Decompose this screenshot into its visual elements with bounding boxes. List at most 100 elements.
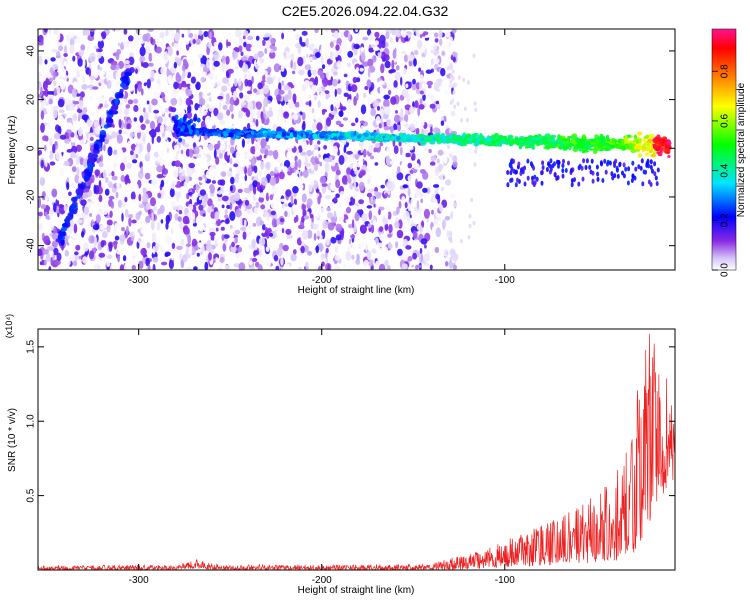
spectrogram-cell — [265, 161, 270, 171]
spectrogram-cell — [98, 180, 102, 189]
spectrogram-cell — [204, 87, 211, 94]
spectrogram-cell — [238, 132, 245, 136]
spectrogram-cell — [215, 227, 219, 232]
spectrogram-cell — [533, 180, 537, 186]
spectrogram-cell — [265, 246, 270, 252]
spectrogram-cell — [114, 235, 120, 241]
spectrogram-cell — [49, 208, 54, 216]
spectrogram-cell — [403, 210, 410, 220]
spectrogram-cell — [235, 208, 242, 218]
spectrogram-cell — [220, 171, 226, 177]
spectrogram-cell — [216, 236, 220, 244]
spectrogram-cell — [93, 184, 97, 194]
spectrogram-cell — [38, 172, 42, 178]
spectrogram-cell — [163, 193, 168, 202]
spectrogram-cell — [441, 116, 445, 121]
spectrogram-cell — [294, 160, 298, 170]
spectrogram-cell — [190, 76, 196, 84]
spectrogram-cell — [347, 246, 351, 251]
spectrogram-cell — [634, 144, 640, 149]
spectrogram-cell — [393, 145, 399, 155]
spectrogram-cell — [385, 155, 391, 166]
spectrogram-cell — [547, 161, 550, 167]
spectrogram-cell — [367, 163, 371, 168]
spectrogram-cell — [589, 169, 593, 175]
spectrogram-cell — [249, 260, 253, 266]
spectrogram-cell — [188, 203, 194, 212]
spectrogram-cell — [208, 252, 212, 261]
spectrogram-cell — [264, 144, 271, 150]
spectrogram-cell — [156, 165, 164, 173]
spectrogram-cell — [150, 197, 156, 207]
spectrogram-cell — [431, 209, 434, 215]
spectrogram-cell — [145, 258, 150, 267]
spectrogram-cell — [157, 149, 165, 157]
spectrogram-cell — [396, 136, 401, 141]
spectrogram-cell — [128, 56, 135, 66]
spectrogram-cell — [282, 244, 289, 252]
spectrogram-cell — [325, 229, 332, 237]
spectrogram-cell — [623, 140, 629, 144]
spectrogram-cell — [72, 81, 78, 89]
spectrogram-cell — [411, 153, 416, 161]
spectrogram-cell — [174, 160, 181, 168]
spectrogram-cell — [448, 135, 453, 139]
spectrogram-cell — [540, 180, 544, 186]
spectrogram-cell — [246, 231, 252, 236]
spectrogram-cell — [51, 240, 58, 248]
spectrogram-cell — [280, 64, 285, 72]
spectrogram-cell — [452, 160, 458, 168]
spectrogram-cell — [383, 98, 390, 109]
spectrogram-cell — [591, 178, 595, 184]
spectrogram-cell — [386, 118, 392, 128]
spectrogram-cell — [293, 114, 299, 121]
spectrogram-cell — [407, 54, 415, 62]
spectrogram-cell — [606, 134, 610, 140]
spectrogram-cell — [80, 149, 86, 158]
spectrogram-cell — [659, 150, 663, 154]
spectrogram-cell — [408, 75, 412, 82]
spectrogram-cell — [240, 101, 247, 106]
spectrogram-cell — [146, 78, 151, 89]
spectrogram-cell — [440, 120, 445, 126]
spectrogram-cell — [626, 134, 631, 138]
spectrogram-cell — [518, 141, 524, 148]
spectrogram-cell — [171, 201, 176, 208]
spectrogram-cell — [549, 137, 555, 142]
spectrogram-cell — [620, 145, 627, 151]
spectrogram-cell — [491, 140, 496, 143]
spectrogram-cell — [124, 60, 130, 65]
spectrogram-cell — [275, 134, 282, 139]
spectrogram-cell — [187, 105, 192, 114]
spectrogram-cell — [154, 114, 158, 120]
spectrogram-cell — [136, 144, 140, 155]
spectrogram-cell — [324, 157, 330, 163]
spectrogram-cell — [319, 234, 323, 240]
spectrogram-cell — [89, 75, 96, 80]
spectrogram-cell — [447, 164, 451, 173]
spectrogram-cell — [359, 224, 367, 234]
spectrogram-cell — [312, 223, 319, 230]
spectrogram-cell — [368, 34, 374, 42]
spectrogram-cell — [330, 110, 338, 115]
spectrogram-cell — [69, 44, 75, 55]
spectrogram-cell — [77, 127, 83, 137]
spectrogram-cell — [407, 175, 413, 182]
spectrogram-cell — [238, 165, 243, 175]
spectrogram-cell — [444, 42, 449, 52]
spectrogram-cell — [84, 188, 90, 193]
spectrogram-cell — [64, 250, 69, 257]
spectrogram-cell — [378, 226, 384, 232]
spectrogram-cell — [126, 162, 132, 169]
spectrogram-cell — [269, 177, 277, 186]
spectrogram-cell — [98, 194, 103, 203]
spectrogram-cell — [115, 51, 120, 61]
spectrogram-cell — [88, 250, 95, 260]
spectrogram-cell — [333, 210, 337, 219]
spectrogram-cell — [312, 69, 317, 76]
spectrogram-cell — [300, 171, 303, 177]
spectrogram-cell — [175, 74, 182, 83]
spectrogram-cell — [657, 153, 663, 157]
spectrogram-cell — [195, 183, 199, 193]
spectrogram-cell — [307, 229, 313, 239]
